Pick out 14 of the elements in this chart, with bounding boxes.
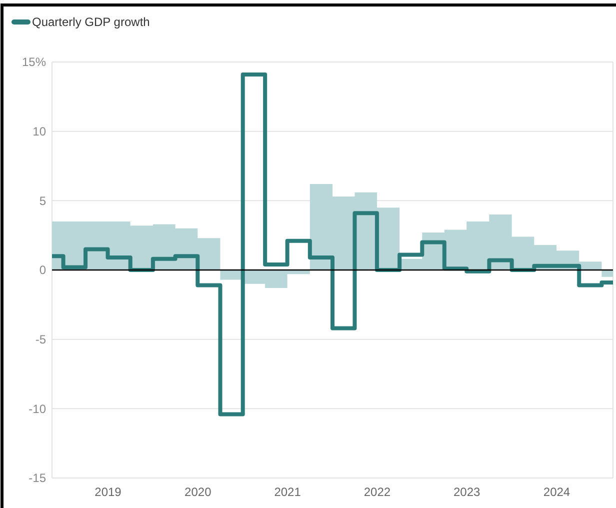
y-tick-label: -10 xyxy=(28,402,46,416)
x-tick-label: 2022 xyxy=(364,485,391,499)
y-tick-label: -5 xyxy=(35,332,46,347)
y-tick-label: 10 xyxy=(32,124,46,139)
y-tick-label: 5 xyxy=(39,194,46,208)
x-tick-label: 2019 xyxy=(94,485,122,499)
x-tick-label: 2020 xyxy=(184,485,212,499)
x-tick-label: 2024 xyxy=(543,485,570,499)
x-tick-label: 2021 xyxy=(274,485,302,499)
y-tick-label: -15 xyxy=(28,471,46,486)
y-tick-label: 15% xyxy=(22,55,46,70)
y-tick-label: 0 xyxy=(39,263,46,278)
x-tick-label: 2023 xyxy=(454,485,481,499)
legend-label: Quarterly GDP growth xyxy=(32,15,150,30)
